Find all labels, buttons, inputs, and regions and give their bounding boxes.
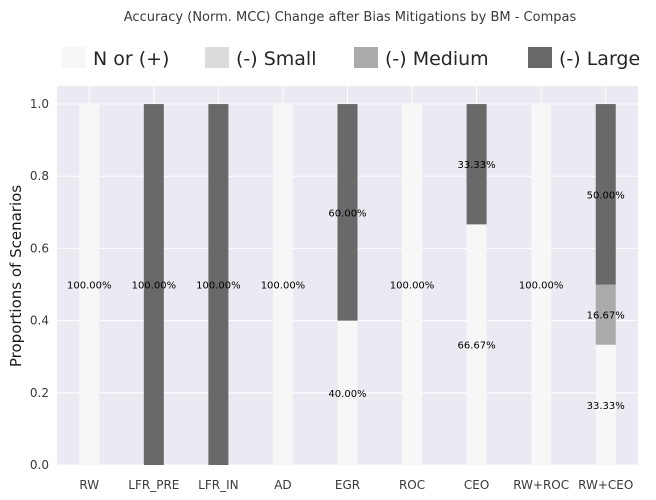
bar-segment — [337, 104, 358, 321]
legend-item: (-) Medium — [354, 47, 489, 70]
data-label: 50.00% — [587, 190, 625, 201]
data-labels: 100.00% 100.00% 100.00% 100.00% 40.00% 60.00%… — [67, 160, 625, 412]
data-label: 33.33% — [458, 160, 496, 171]
data-label: 16.67% — [587, 311, 625, 322]
bar-segment — [272, 104, 293, 466]
y-axis-ticks: 0.0 0.2 0.4 0.6 0.8 1.0 — [30, 97, 49, 472]
chart-title: Accuracy (Norm. MCC) Change after Bias M… — [124, 10, 577, 25]
legend-label: (-) Large — [559, 48, 640, 70]
data-label: 66.67% — [458, 341, 496, 352]
y-tick-label: 0.0 — [30, 458, 49, 472]
x-tick-label: EGR — [335, 478, 360, 492]
bar-segment — [402, 104, 423, 466]
data-label: 60.00% — [328, 208, 366, 219]
bar-segment — [595, 284, 616, 345]
data-label: 100.00% — [519, 281, 564, 292]
data-label: 33.33% — [587, 401, 625, 412]
bar-segment — [595, 344, 616, 465]
bar-segment — [466, 224, 487, 465]
data-label: 100.00% — [390, 281, 435, 292]
legend-swatch — [354, 47, 378, 68]
x-tick-label: LFR_IN — [198, 478, 238, 492]
y-tick-label: 0.2 — [30, 386, 49, 400]
legend-item: (-) Large — [528, 47, 640, 70]
bar-segment — [531, 104, 552, 466]
legend-swatch — [205, 47, 229, 68]
bar-segment — [337, 320, 358, 465]
x-tick-label: RW+ROC — [513, 478, 569, 492]
bar-segment — [466, 104, 487, 225]
bar-segment — [208, 104, 229, 466]
y-tick-label: 0.4 — [30, 314, 49, 328]
legend-label: N or (+) — [93, 48, 169, 70]
bar-segment — [79, 104, 100, 466]
bar-segment — [143, 104, 164, 466]
data-label: 100.00% — [261, 281, 306, 292]
data-label: 40.00% — [328, 389, 366, 400]
legend-swatch — [62, 47, 86, 68]
y-tick-label: 0.8 — [30, 169, 49, 183]
data-label: 100.00% — [67, 281, 112, 292]
legend-label: (-) Medium — [385, 48, 489, 70]
legend-label: (-) Small — [236, 48, 317, 70]
y-axis-label: Proportions of Scenarios — [7, 185, 25, 367]
legend: N or (+) (-) Small (-) Medium (-) Large — [62, 47, 640, 70]
x-tick-label: RW — [79, 478, 99, 492]
y-tick-label: 0.6 — [30, 241, 49, 255]
bars — [79, 104, 616, 466]
data-label: 100.00% — [196, 281, 241, 292]
x-tick-label: AD — [274, 478, 291, 492]
x-tick-label: RW+CEO — [578, 478, 633, 492]
x-tick-label: ROC — [399, 478, 425, 492]
bar-segment — [595, 104, 616, 285]
legend-item: N or (+) — [62, 47, 169, 70]
legend-item: (-) Small — [205, 47, 317, 70]
y-tick-label: 1.0 — [30, 97, 49, 111]
legend-swatch — [528, 47, 552, 68]
x-axis-ticks: RW LFR_PRE LFR_IN AD EGR ROC CEO RW+ROC RW+CEO — [79, 478, 633, 492]
x-tick-label: LFR_PRE — [128, 478, 179, 492]
x-tick-label: CEO — [464, 478, 489, 492]
data-label: 100.00% — [132, 281, 177, 292]
